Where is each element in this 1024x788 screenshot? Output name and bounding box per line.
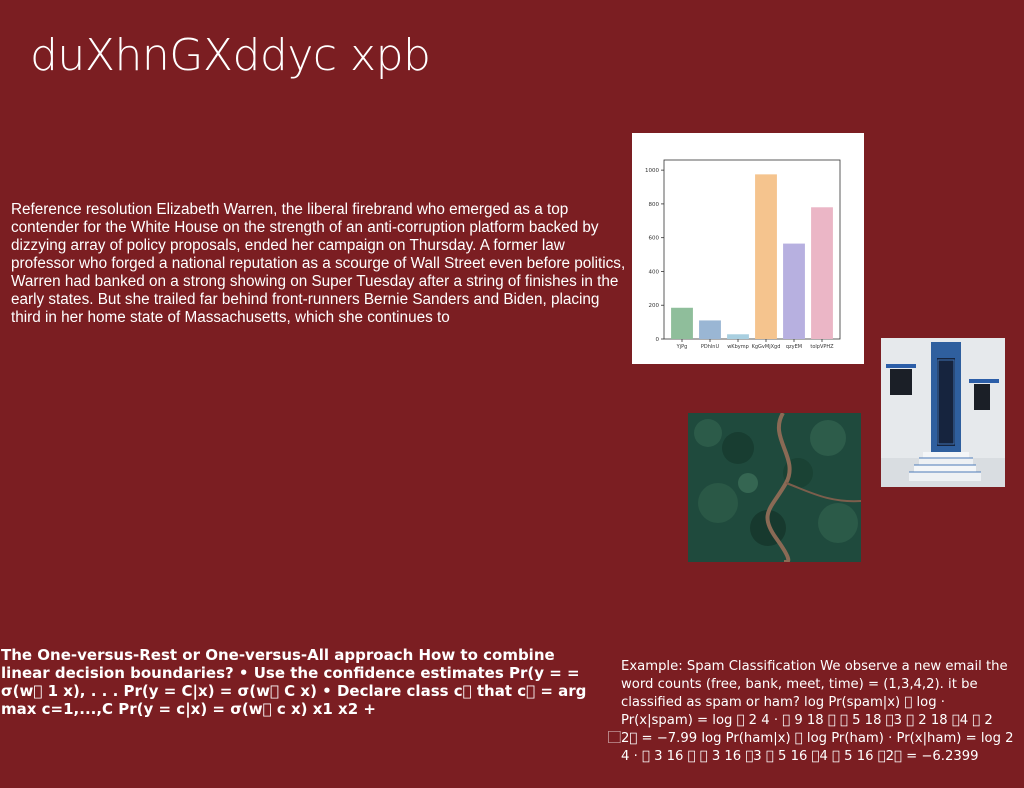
bar-chart: 0 200 400 600 800 1000 YjPg PDhlnU wKbymp KgGvMjX…: [632, 133, 864, 364]
x-tick-label: PDhlnU: [701, 344, 720, 350]
y-tick-label: 200: [649, 303, 660, 309]
y-tick-label: 800: [649, 202, 660, 208]
chart-frame: [663, 159, 841, 340]
slide-title: duXhnGXddyc xpb: [30, 30, 431, 81]
door-photo-icon: [881, 338, 1005, 487]
forest-photo: [688, 413, 861, 562]
x-tick-label: YjPg: [676, 344, 688, 350]
y-tick-label: 600: [649, 236, 660, 242]
y-tick-label: 0: [656, 337, 660, 343]
ovr-approach-text: The One-versus-Rest or One-versus-All ap…: [1, 646, 587, 718]
bar-chart-svg: 0 200 400 600 800 1000 YjPg PDhlnU wKbymp KgGvMjX…: [645, 159, 841, 350]
spam-example-text: Example: Spam Classification We observe …: [621, 659, 1014, 764]
bar: [727, 334, 749, 339]
x-tick-label: wKbymp: [727, 344, 749, 350]
forest-river-photo-icon: [688, 413, 861, 562]
y-tick-label: 1000: [645, 168, 659, 174]
bar: [811, 207, 833, 339]
bar: [755, 174, 777, 339]
x-tick-label: tolpVPHZ: [810, 344, 834, 350]
x-tick-label: KgGvMjXgd: [752, 344, 781, 350]
bar: [783, 243, 805, 339]
warren-paragraph: Reference resolution Elizabeth Warren, t…: [11, 201, 626, 326]
bar: [699, 320, 721, 339]
y-tick-label: 400: [649, 269, 660, 275]
bar: [671, 307, 693, 339]
door-photo: [881, 338, 1005, 487]
x-tick-label: qzyEM: [786, 344, 802, 350]
